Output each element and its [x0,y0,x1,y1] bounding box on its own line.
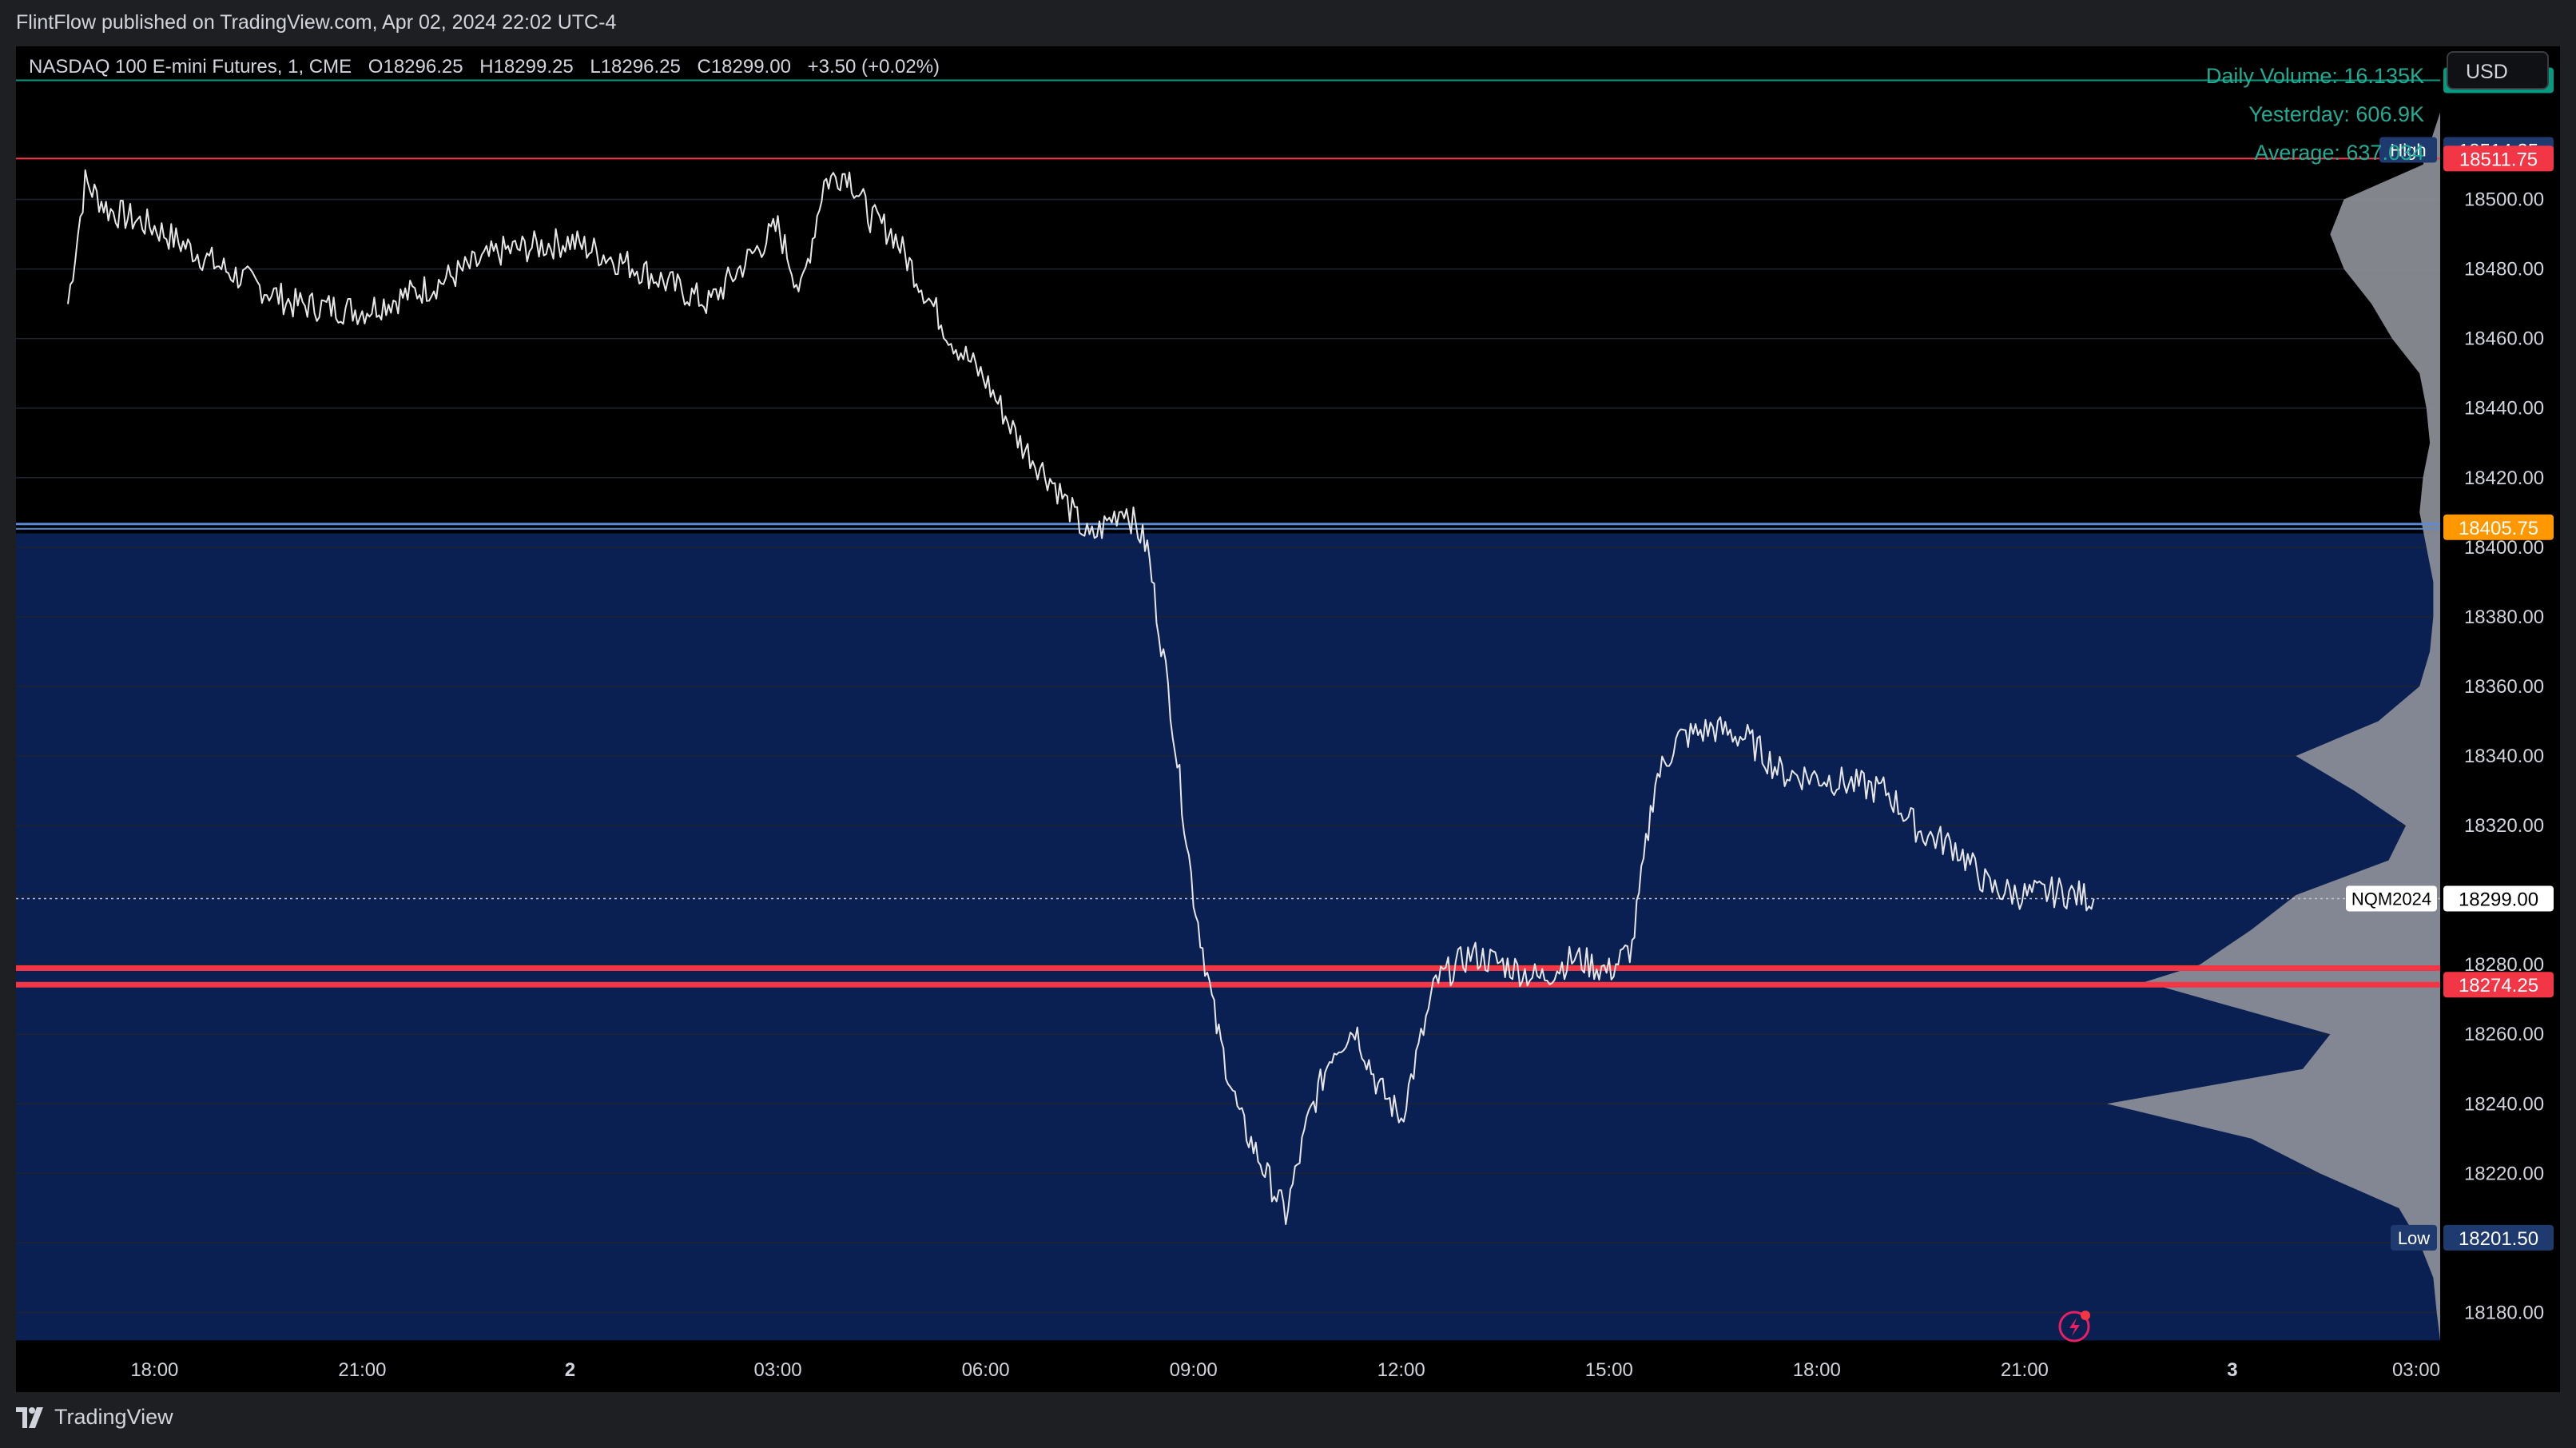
yesterday-volume: Yesterday: 606.9K [2248,102,2424,126]
tradingview-logo-text: TradingView [54,1405,173,1429]
price-badge-label: 18511.75 [2459,149,2538,170]
close-value: C18299.00 [697,56,791,78]
published-caption: FlintFlow published on TradingView.com, … [16,11,617,34]
price-tag-badge [2379,137,2437,163]
tradingview-logo[interactable]: TradingView [16,1405,173,1430]
time-tick-label: 21:00 [2001,1359,2049,1381]
price-tick-label: 18460.00 [2464,328,2544,350]
price-tag-label: NQM2024 [2351,889,2431,909]
price-chart[interactable]: 18500.00 18480.00 18460.00 18440.00 18420.00… [16,46,2560,1392]
price-tick-label: 18340.00 [2464,746,2544,767]
daily-volume: Daily Volume: 16.135K [2205,64,2424,88]
price-tick-label: 18260.00 [2464,1024,2544,1045]
chart-frame[interactable]: 18500.00 18480.00 18460.00 18440.00 18420.00… [16,46,2560,1392]
price-badge-label: 18274.25 [2459,975,2538,996]
price-series-line[interactable] [67,169,2095,1225]
price-tick-label: 18420.00 [2464,467,2544,489]
symbol-name[interactable]: NASDAQ 100 E-mini Futures, 1, CME [29,56,352,78]
average-volume: Average: 637.034 [2254,141,2424,165]
time-tick-label: 18:00 [1793,1359,1841,1381]
price-badge [2443,1224,2554,1251]
time-tick-label: 03:00 [2392,1359,2440,1381]
price-tick-label: 18480.00 [2464,259,2544,280]
low-value: L18296.25 [590,56,681,78]
price-tick-label: 18180.00 [2464,1302,2544,1323]
time-tick-label: 03:00 [754,1359,802,1381]
time-tick-label: 09:00 [1170,1359,1218,1381]
time-tick-label: 15:00 [1585,1359,1633,1381]
open-value: O18296.25 [368,56,463,78]
price-tick-label: 18220.00 [2464,1163,2544,1184]
price-tag-badge [2346,885,2437,912]
price-badge-label: 18299.00 [2459,889,2538,910]
price-badge-label: 18405.75 [2459,518,2538,539]
currency-button[interactable]: USD [2447,51,2549,90]
price-tick-label: 18360.00 [2464,676,2544,698]
price-badge-label: 18201.50 [2459,1228,2538,1250]
time-tick-label: 12:00 [1377,1359,1425,1381]
time-tick-label: 3 [2227,1359,2237,1381]
change-value: +3.50 (+0.02%) [807,56,940,78]
volume-profile [2106,112,2440,1341]
price-badge [2443,972,2554,998]
price-badge [2443,885,2554,912]
price-tick-label: 18440.00 [2464,398,2544,420]
time-axis[interactable] [16,1347,2560,1392]
time-tick-label: 18:00 [130,1359,178,1381]
price-tag-label: High [2390,141,2426,161]
price-tick-label: 18380.00 [2464,607,2544,628]
time-tick-label: 21:00 [338,1359,386,1381]
alert-icon[interactable] [2058,1311,2090,1343]
footer-bar [0,1392,2576,1448]
tradingview-logo-icon [16,1406,43,1428]
value-area-shading [16,533,2440,1341]
symbol-legend[interactable]: NASDAQ 100 E-mini Futures, 1, CME O18296… [29,56,951,78]
price-tick-label: 18400.00 [2464,537,2544,559]
price-badge [2443,145,2554,172]
time-tick-label: 06:00 [962,1359,1010,1381]
price-tag-label: Low [2398,1228,2430,1248]
price-axis[interactable] [2440,46,2560,1392]
top-bar: FlintFlow published on TradingView.com, … [0,0,2576,46]
high-value: H18299.25 [479,56,574,78]
price-badge [2443,514,2554,540]
price-tag-badge [2391,1224,2437,1251]
price-tick-label: 18500.00 [2464,189,2544,211]
price-tick-label: 18240.00 [2464,1093,2544,1115]
price-tick-label: 18320.00 [2464,815,2544,837]
time-tick-label: 2 [565,1359,575,1381]
